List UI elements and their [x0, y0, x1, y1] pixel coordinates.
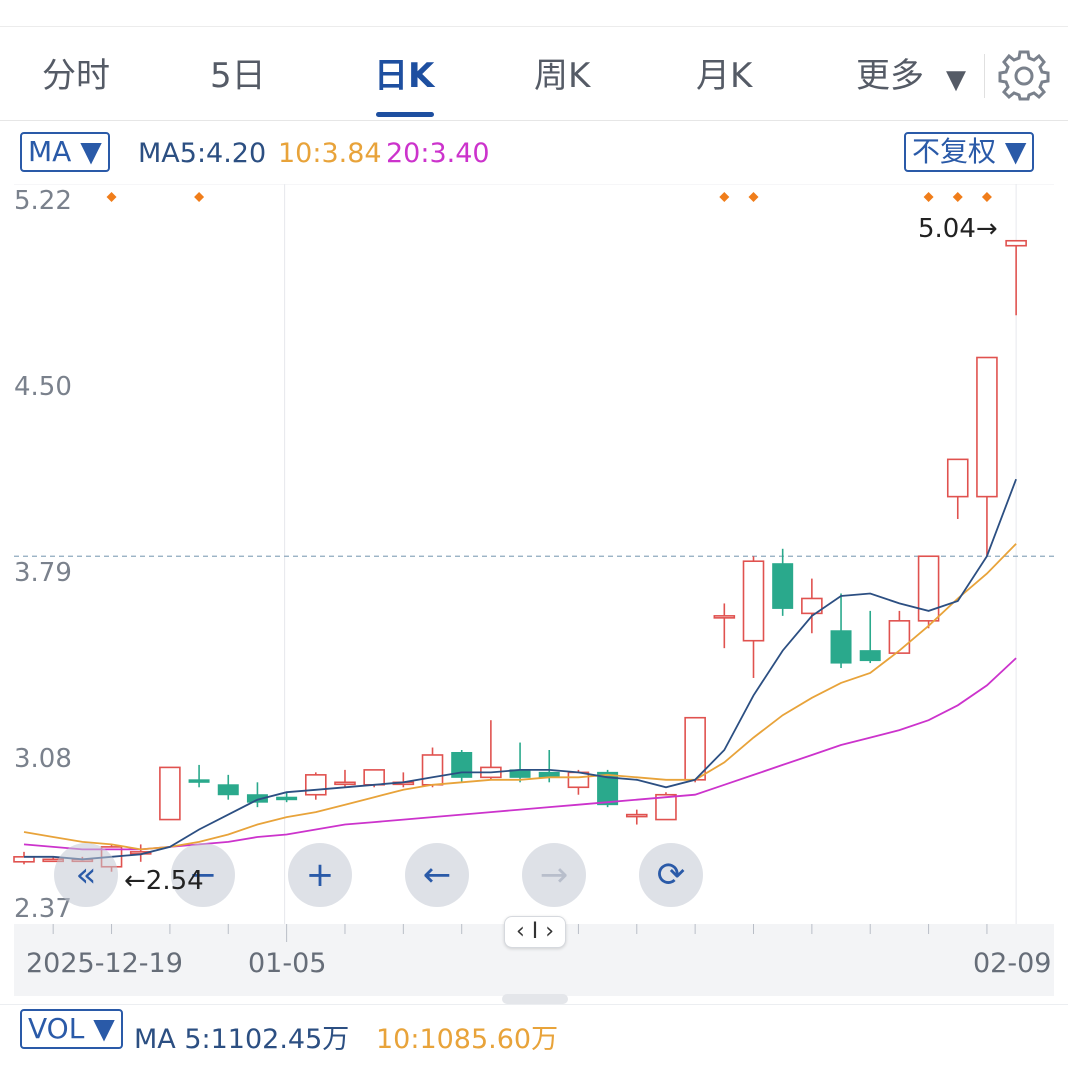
- y-tick-label: 2.37: [14, 894, 72, 924]
- candle-body-down: [451, 751, 473, 778]
- ma10-line: [23, 543, 1017, 851]
- signal-marker: [952, 192, 963, 202]
- active-tab-indicator: [376, 112, 434, 117]
- tab-weekly-k[interactable]: 周K: [534, 56, 591, 96]
- candle-body-down: [830, 630, 852, 664]
- plus-icon: +: [305, 855, 335, 895]
- zoom-out-button[interactable]: −: [171, 843, 235, 907]
- x-tick-label: 2025-12-19: [26, 948, 183, 979]
- candle-body-up: [742, 560, 765, 642]
- candle-body-up: [421, 754, 444, 786]
- tab-5-day[interactable]: 5日: [210, 56, 266, 96]
- minus-icon: −: [188, 855, 218, 895]
- tab-daily-k[interactable]: 日K: [374, 56, 435, 96]
- rotate-icon: ⟳: [656, 855, 686, 895]
- scroll-right-button[interactable]: →: [522, 843, 586, 907]
- signal-marker: [923, 192, 934, 202]
- candle-body-up: [684, 716, 706, 781]
- rewind-icon: «: [75, 855, 97, 895]
- x-axis-ticks: [52, 924, 988, 942]
- candle-body-down: [246, 794, 268, 803]
- signal-marker: [719, 192, 730, 202]
- x-tick-label: 02-09: [973, 948, 1052, 979]
- ma20-value: 20:3.40: [386, 138, 490, 169]
- volume-indicator-bar: VOL ▼ MA 5:1102.45万 10:1085.60万: [0, 1004, 1068, 1064]
- ma10-value: 10:3.84: [278, 138, 382, 169]
- candle-body-up: [159, 766, 181, 821]
- candle-body-up: [625, 813, 648, 818]
- signal-marker: [106, 192, 117, 202]
- top-divider: [0, 26, 1068, 27]
- tab-more[interactable]: 更多: [856, 56, 924, 96]
- candle-body-up: [976, 356, 998, 498]
- low-price-annotation: ←2.54: [124, 866, 204, 896]
- candle-body-up: [334, 781, 356, 786]
- rewind-button[interactable]: «: [54, 843, 118, 907]
- adjustment-dropdown[interactable]: 不复权 ▼: [904, 132, 1035, 172]
- indicator-dropdown[interactable]: MA ▼: [20, 132, 110, 172]
- vol-ma10-value: 10:1085.60万: [376, 1024, 559, 1055]
- volume-dropdown[interactable]: VOL ▼: [20, 1009, 123, 1049]
- signal-marker: [981, 192, 992, 202]
- candle-body-up: [655, 793, 677, 821]
- triangle-down-icon[interactable]: ▼: [946, 65, 966, 95]
- arrow-right-icon: →: [539, 855, 569, 895]
- ma5-value: MA5:4.20: [138, 138, 267, 169]
- period-tabs: 分时 5日 日K 周K 月K 更多 ▼: [0, 28, 1068, 120]
- candle-body-up: [567, 771, 590, 789]
- candle-body-up: [946, 458, 969, 498]
- gear-icon[interactable]: [998, 50, 1050, 102]
- tab-monthly-k[interactable]: 月K: [696, 56, 753, 96]
- indicator-bar: MA ▼ MA5:4.20 10:3.84 20:3.40 不复权 ▼: [0, 128, 1068, 178]
- tabs-divider: [0, 120, 1068, 121]
- candle-body-up: [363, 769, 385, 786]
- signal-marker: [748, 192, 759, 202]
- signal-marker: [194, 192, 205, 202]
- scroll-left-button[interactable]: ←: [405, 843, 469, 907]
- rotate-button[interactable]: ⟳: [639, 843, 703, 907]
- y-tick-label: 5.22: [14, 186, 72, 216]
- x-tick-label: 01-05: [248, 948, 327, 979]
- kline-svg: [13, 184, 1054, 924]
- tab-separator: [984, 54, 985, 98]
- ma5-line: [24, 478, 1017, 861]
- candle-body-up: [801, 597, 823, 615]
- candle-body-down: [859, 650, 881, 662]
- kline-chart[interactable]: [0, 184, 1068, 924]
- high-price-annotation: 5.04→: [918, 214, 998, 244]
- candle-body-down: [772, 563, 794, 609]
- candle-body-up: [917, 555, 940, 622]
- candle-body-up: [304, 774, 327, 796]
- candle-body-down: [217, 784, 239, 796]
- candle-body-down: [276, 796, 298, 801]
- arrow-left-icon: ←: [422, 855, 452, 895]
- range-slider-handle[interactable]: ‹ I ›: [504, 916, 566, 948]
- y-tick-label: 4.50: [14, 372, 72, 402]
- y-tick-label: 3.08: [14, 744, 72, 774]
- zoom-in-button[interactable]: +: [288, 843, 352, 907]
- candle-body-up: [888, 620, 911, 654]
- vol-ma5-value: MA 5:1102.45万: [134, 1024, 350, 1055]
- candle-body-up: [713, 615, 736, 619]
- candle-body-down: [188, 779, 210, 783]
- candle-body-up: [1005, 239, 1027, 247]
- panel-resize-handle[interactable]: [502, 994, 568, 1004]
- y-tick-label: 3.79: [14, 558, 72, 588]
- tab-intraday[interactable]: 分时: [42, 56, 110, 96]
- candle-body-down: [597, 771, 619, 806]
